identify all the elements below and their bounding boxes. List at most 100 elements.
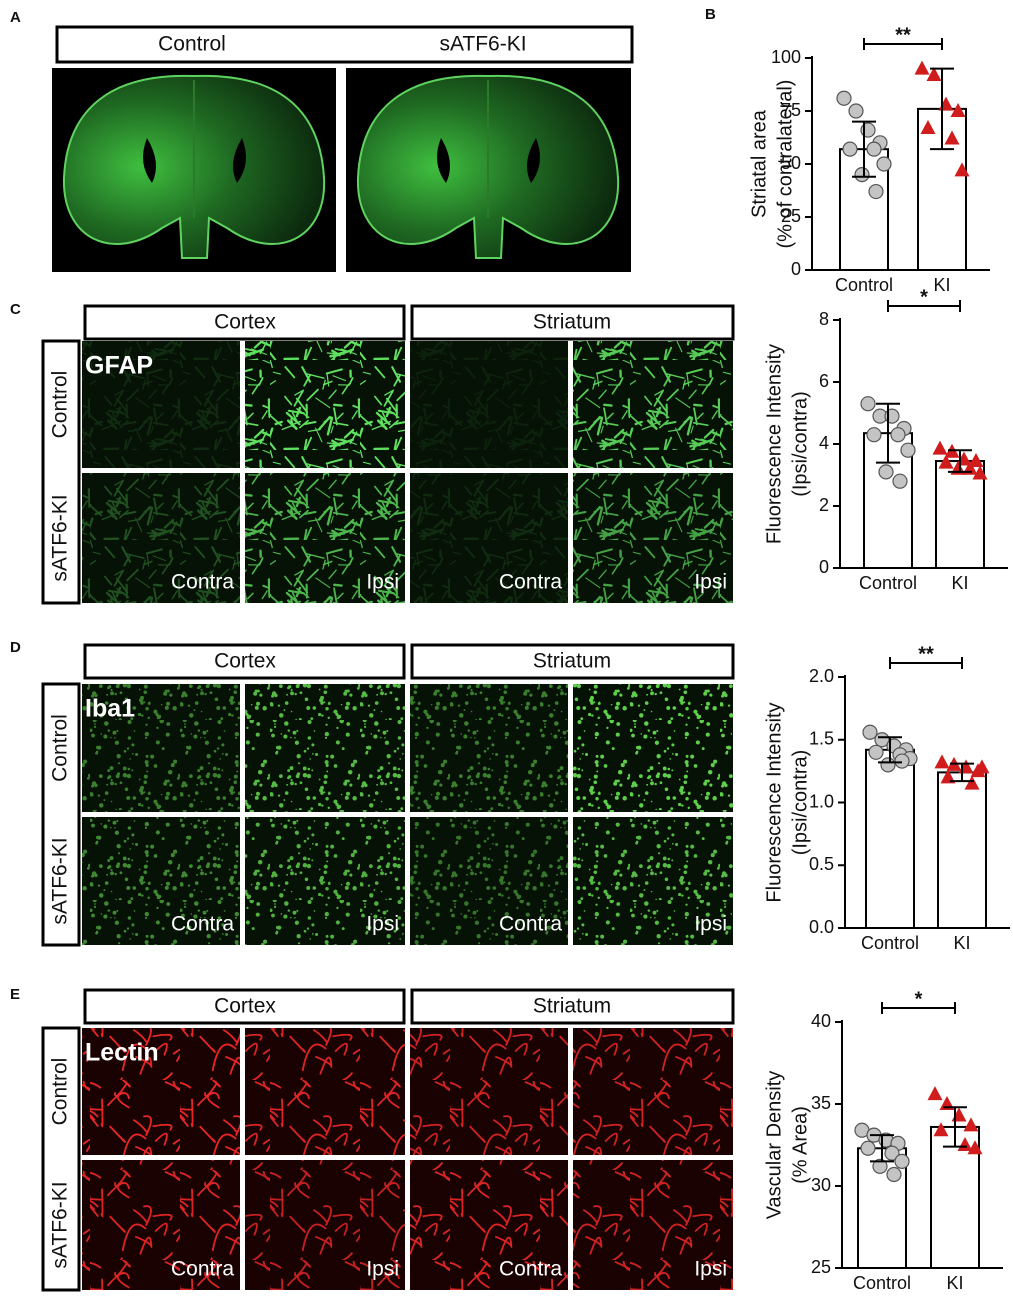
micrograph-signal: [82, 684, 240, 812]
data-point: [842, 141, 858, 157]
micrograph-signal: [245, 473, 405, 603]
header: Striatum: [533, 650, 611, 673]
ventricle: [437, 138, 540, 183]
micrograph-signal: [245, 341, 405, 468]
panel-label: A: [10, 9, 21, 26]
y-tick-label: 75: [781, 100, 801, 120]
row-label: Control: [49, 1058, 72, 1126]
data-point: [932, 440, 948, 455]
y-tick-label: 1.5: [809, 729, 834, 749]
y-tick-label: 0.5: [809, 854, 834, 874]
x-tick-label: Control: [859, 573, 917, 593]
data-point: [894, 1153, 910, 1170]
data-point: [927, 1086, 943, 1101]
data-point: [886, 1166, 902, 1183]
error-bar: [930, 67, 954, 151]
data-point: [872, 1158, 888, 1174]
significance-label: **: [895, 24, 911, 46]
micrograph-signal: [82, 1160, 240, 1290]
data-point: [938, 96, 954, 111]
data-point: [868, 744, 884, 760]
bar: [937, 771, 987, 929]
x-tick-label: Control: [853, 1273, 911, 1293]
significance-label: *: [915, 988, 923, 1010]
data-point: [933, 1122, 949, 1137]
micrograph-signal: [245, 1160, 405, 1290]
image-label: Ipsi: [366, 1258, 399, 1281]
header: Striatum: [533, 311, 611, 334]
y-tick-label: 2: [819, 495, 829, 515]
y-tick-label: 50: [781, 153, 801, 173]
significance-label: **: [918, 643, 934, 665]
micrograph-signal: [82, 341, 240, 468]
panel-a: Control sATF6-KI: [52, 25, 634, 272]
data-point: [964, 775, 980, 790]
data-point: [848, 103, 864, 119]
header-box: [410, 304, 735, 341]
data-point: [950, 103, 966, 117]
micrograph-signal: [410, 1028, 568, 1155]
image-label: Ipsi: [694, 1258, 727, 1281]
error-bar: [950, 762, 974, 783]
x-tick-label: Control: [861, 933, 919, 953]
bar: [865, 748, 915, 929]
micrograph-signal: [245, 1028, 405, 1155]
y-tick-label: 1.0: [809, 791, 834, 811]
image-label: Ipsi: [366, 571, 399, 594]
y-tick-label: 6: [819, 371, 829, 391]
data-point: [866, 141, 882, 157]
micrograph-signal: [410, 341, 568, 468]
data-point: [878, 464, 894, 480]
data-point: [967, 1140, 983, 1155]
stain-label: GFAP: [85, 352, 153, 380]
y-axis-label: Vascular Density: [763, 1071, 785, 1220]
y-axis-label: Striatal area: [748, 109, 770, 218]
panel-label: C: [10, 301, 21, 318]
data-point: [920, 119, 936, 134]
data-point: [862, 724, 878, 740]
y-tick-label: 2.0: [809, 666, 834, 686]
row-label: Control: [49, 714, 72, 782]
data-point: [876, 156, 892, 172]
data-point: [934, 754, 950, 769]
row-label-box: [41, 339, 81, 605]
y-tick-label: 0: [791, 259, 801, 279]
header-box: [55, 25, 634, 64]
y-tick-label: 4: [819, 433, 829, 453]
data-point: [900, 442, 916, 458]
data-point: [854, 167, 870, 183]
micrograph-signal: [82, 1028, 240, 1155]
row-label: sATF6-KI: [49, 1181, 72, 1268]
error-bar: [943, 1106, 967, 1148]
header: Cortex: [214, 650, 276, 673]
header-box: [83, 988, 406, 1025]
data-point: [940, 769, 956, 784]
data-point: [860, 1140, 876, 1156]
image-label: Contra: [499, 571, 562, 594]
data-point: [968, 453, 984, 468]
micrograph-signal: [410, 684, 568, 812]
y-tick-label: 0.0: [809, 917, 834, 937]
header: Cortex: [214, 995, 276, 1018]
ventricle: [143, 138, 246, 183]
y-tick-label: 25: [781, 206, 801, 226]
image-label: Contra: [171, 571, 234, 594]
data-point: [866, 427, 882, 443]
image-label: Ipsi: [694, 913, 727, 936]
header-box: [410, 988, 735, 1025]
micrograph-signal: [573, 473, 733, 603]
y-tick-label: 25: [811, 1257, 831, 1277]
error-bar: [948, 449, 972, 473]
y-tick-label: 40: [811, 1011, 831, 1031]
data-point: [880, 757, 896, 773]
data-point: [860, 396, 876, 412]
micrograph-signal: [573, 1028, 733, 1155]
header: Striatum: [533, 995, 611, 1018]
data-point: [944, 130, 960, 145]
panel-label: E: [10, 986, 20, 1003]
error-bar: [878, 736, 902, 764]
image-label: Contra: [171, 913, 234, 936]
data-point: [954, 162, 970, 177]
y-tick-label: 0: [819, 557, 829, 577]
